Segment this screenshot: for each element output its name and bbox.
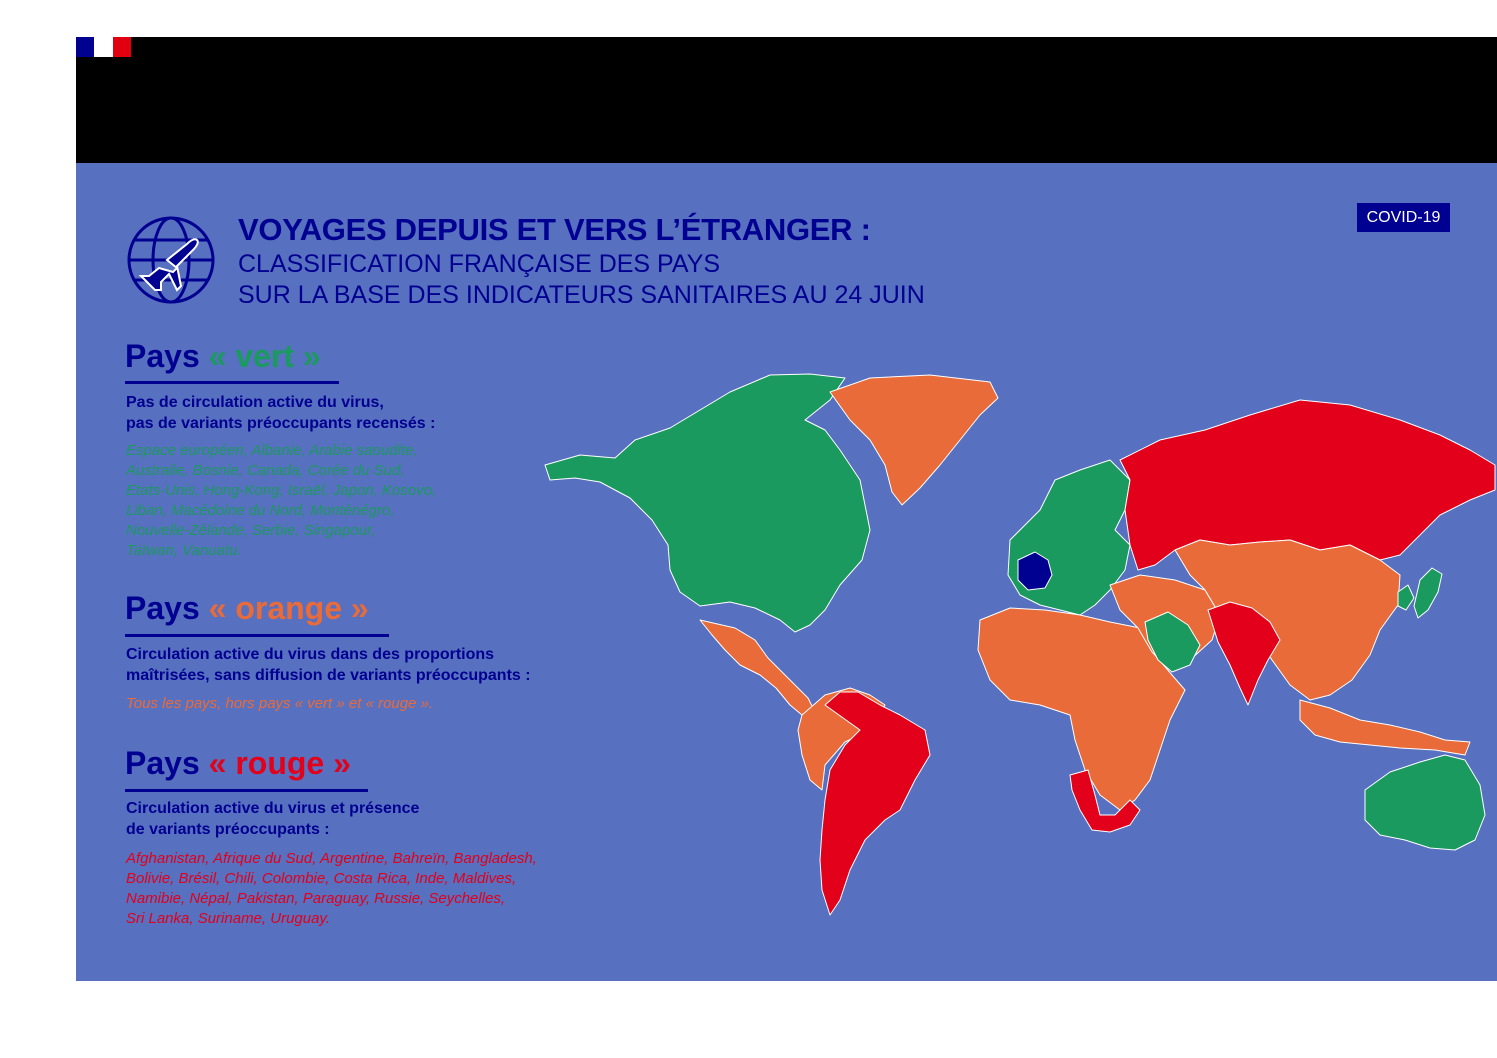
region-mexico-central-america: [699, 619, 816, 716]
country-list-line: Tous les pays, hors pays « vert » et « r…: [126, 695, 434, 712]
region-france: [1017, 551, 1053, 591]
region-korea: [1397, 584, 1415, 611]
region-south-asia: [1207, 601, 1281, 706]
region-southeast-asia: [1299, 699, 1471, 756]
region-russia: [1119, 399, 1496, 571]
region-africa: [977, 607, 1186, 811]
flag-red-stripe: [112, 37, 131, 57]
category-description-line: Circulation active du virus et présence: [126, 800, 420, 817]
category-description-line: Pas de circulation active du virus,: [126, 394, 384, 411]
region-japan: [1413, 567, 1443, 619]
header-bar: [76, 37, 1497, 163]
category-heading-prefix: Pays: [125, 338, 200, 374]
globe-airplane-icon: [127, 216, 215, 304]
category-description-line: Circulation active du virus dans des pro…: [126, 646, 495, 663]
category-description-rouge: Circulation active du virus et présence …: [126, 798, 419, 840]
category-heading-prefix: Pays: [125, 590, 200, 626]
category-underline-orange: [125, 634, 389, 637]
country-list-line: Bolivie, Brésil, Chili, Colombie, Costa …: [126, 870, 517, 887]
country-list-line: Nouvelle-Zélande, Serbie, Singapour,: [126, 522, 376, 539]
page-subtitle-line1: CLASSIFICATION FRANÇAISE DES PAYS: [238, 250, 721, 278]
country-list-rouge: Afghanistan, Afrique du Sud, Argentine, …: [126, 849, 537, 929]
country-list-line: Liban, Macédoine du Nord, Monténégro,: [126, 502, 395, 519]
category-description-line: maîtrisées, sans diffusion de variants p…: [126, 667, 531, 684]
category-description-line: de variants préoccupants :: [126, 821, 330, 838]
category-heading-prefix: Pays: [125, 745, 200, 781]
category-description-orange: Circulation active du virus dans des pro…: [126, 644, 531, 686]
country-list-line: Taïwan, Vanuatu.: [126, 542, 242, 559]
region-europe: [1007, 459, 1131, 616]
country-list-line: Etats-Unis, Hong-Kong, Israël, Japon, Ko…: [126, 482, 437, 499]
page-subtitle-line2: SUR LA BASE DES INDICATEURS SANITAIRES A…: [238, 281, 925, 309]
category-heading-label: « rouge »: [208, 745, 351, 781]
category-heading-orange: Pays « orange »: [125, 590, 369, 627]
category-description-line: pas de variants préoccupants recensés :: [126, 415, 436, 432]
region-north-america: [544, 373, 871, 633]
country-list-line: Espace européen, Albanie, Arabie saoudit…: [126, 442, 418, 459]
country-list-vert: Espace européen, Albanie, Arabie saoudit…: [126, 441, 436, 561]
flag-white-stripe: [94, 37, 113, 57]
category-heading-label: « orange »: [208, 590, 369, 626]
french-flag-logo: [76, 37, 131, 57]
region-south-america-red: [819, 691, 931, 916]
region-southern-africa-red: [1069, 769, 1141, 833]
flag-blue-stripe: [76, 37, 95, 57]
country-list-line: Namibie, Népal, Pakistan, Paraguay, Russ…: [126, 890, 506, 907]
region-greenland: [829, 374, 999, 506]
country-list-line: Australie, Bosnie, Canada, Corée du Sud,: [126, 462, 405, 479]
region-australia: [1364, 754, 1486, 851]
country-list-line: Sri Lanka, Suriname, Uruguay.: [126, 910, 330, 927]
page-title: VOYAGES DEPUIS ET VERS L’ÉTRANGER :: [238, 212, 871, 247]
category-heading-label: « vert »: [208, 338, 321, 374]
category-underline-rouge: [125, 789, 368, 792]
region-saudi-arabia: [1144, 611, 1201, 673]
country-list-line: Afghanistan, Afrique du Sud, Argentine, …: [126, 850, 537, 867]
category-description-vert: Pas de circulation active du virus, pas …: [126, 392, 435, 434]
category-heading-rouge: Pays « rouge »: [125, 745, 351, 782]
country-list-orange: Tous les pays, hors pays « vert » et « r…: [126, 694, 433, 714]
category-heading-vert: Pays « vert »: [125, 338, 321, 375]
covid-badge: COVID-19: [1357, 203, 1450, 232]
world-map: [544, 373, 1496, 916]
category-underline-vert: [125, 381, 339, 384]
